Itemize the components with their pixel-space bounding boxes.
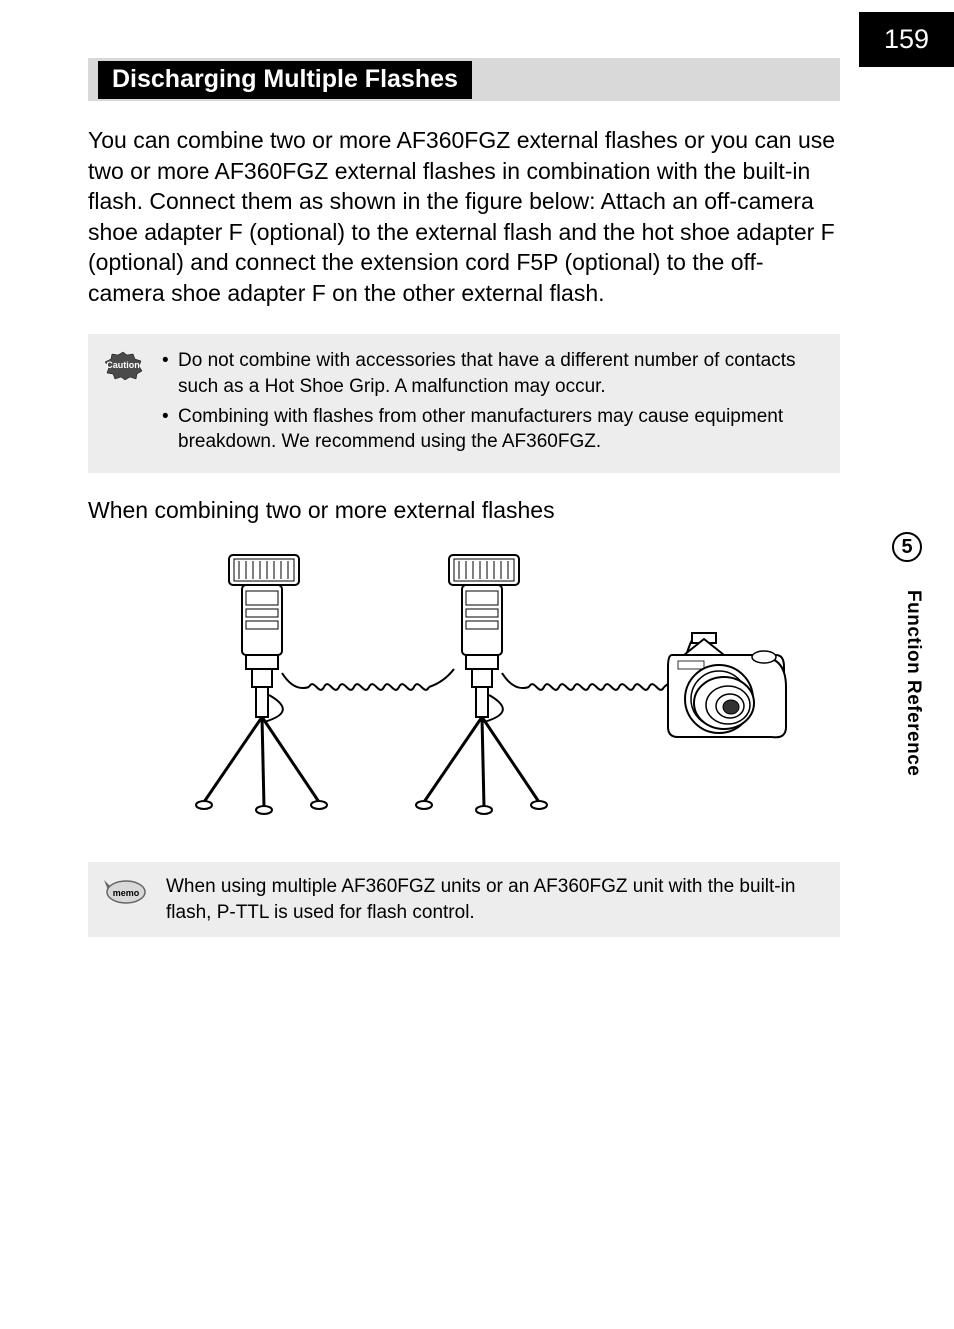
coiled-cord-1 [282,669,454,690]
memo-box: memo When using multiple AF360FGZ units … [88,862,840,937]
dslr-camera [668,633,786,737]
svg-text:Caution: Caution [106,360,140,370]
svg-text:memo: memo [113,888,140,898]
manual-page: 159 5 Function Reference Discharging Mul… [0,0,954,1329]
section-heading: Discharging Multiple Flashes [98,61,472,99]
caution-icon: Caution [102,348,144,459]
body-paragraph: You can combine two or more AF360FGZ ext… [88,125,840,308]
chapter-number-badge: 5 [892,532,922,562]
page-number: 159 [859,12,954,67]
memo-icon: memo [102,874,146,925]
caution-box: Caution Do not combine with accessories … [88,334,840,473]
memo-text: When using multiple AF360FGZ units or an… [166,874,826,925]
flash-unit-1 [196,555,327,814]
connection-figure [88,542,840,832]
content-area: Discharging Multiple Flashes You can com… [88,58,840,937]
caution-item: Do not combine with accessories that hav… [162,348,826,399]
chapter-label: Function Reference [902,590,924,776]
caution-list: Do not combine with accessories that hav… [162,348,826,459]
sub-heading: When combining two or more external flas… [88,497,840,524]
chapter-number: 5 [901,536,912,559]
section-heading-bar: Discharging Multiple Flashes [88,58,840,101]
page-number-text: 159 [884,24,929,55]
caution-item: Combining with flashes from other manufa… [162,404,826,455]
